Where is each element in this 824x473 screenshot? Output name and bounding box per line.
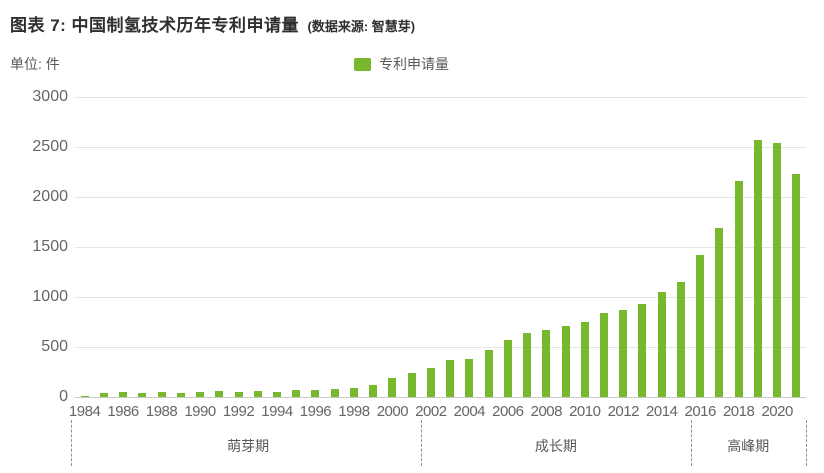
y-tick-label: 1500 [32, 238, 68, 255]
bar-2005 [484, 350, 493, 397]
phase-separator-line [690, 420, 692, 466]
bar-1984 [80, 396, 89, 397]
phase-label: 高峰期 [727, 438, 770, 454]
bar-1992 [234, 392, 243, 397]
bar-2011 [600, 312, 608, 397]
bar-1998 [349, 387, 358, 397]
bar-2007 [523, 333, 532, 397]
bar-2017 [715, 227, 724, 397]
phase-separator-line [71, 420, 72, 466]
bar-1987 [138, 393, 147, 397]
legend-swatch-icon [354, 57, 371, 71]
phase-label: 成长期 [534, 438, 577, 454]
x-tick-label: 1994 [261, 403, 293, 420]
bar-2003 [446, 360, 455, 397]
bar-2010 [580, 321, 589, 397]
y-tick-label: 2500 [32, 138, 68, 155]
bar-2013 [638, 304, 647, 397]
bar-2019 [753, 139, 762, 397]
bar-2004 [465, 358, 474, 397]
x-tick-label: 1992 [222, 403, 255, 420]
x-tick-label: 2008 [530, 403, 563, 420]
data-source-note: (数据来源: 智慧芽) [307, 19, 416, 34]
x-tick-label: 1990 [184, 403, 216, 420]
bar-1996 [311, 389, 320, 397]
x-tick-label: 2004 [453, 403, 486, 420]
x-tick-label: 2006 [492, 403, 524, 420]
gridline [75, 97, 806, 98]
bar-1995 [292, 390, 301, 397]
x-tick-label: 2014 [646, 403, 678, 420]
x-tick-label: 2010 [569, 403, 601, 420]
phase-separator-line [806, 420, 807, 466]
bar-2008 [542, 330, 551, 397]
x-tick-label: 2012 [607, 403, 640, 420]
gridline [75, 247, 806, 248]
bar-1991 [215, 391, 224, 397]
bar-2016 [696, 255, 705, 397]
y-axis-unit-label: 单位: 件 [10, 56, 60, 72]
x-tick-label: 1996 [299, 403, 332, 420]
bar-1990 [196, 392, 205, 397]
bar-1993 [253, 390, 262, 397]
bar-2015 [676, 281, 685, 397]
bar-1989 [176, 393, 185, 397]
bar-1986 [119, 392, 128, 397]
bar-2012 [619, 310, 628, 397]
figure-title-row: 图表 7: 中国制氢技术历年专利申请量 (数据来源: 智慧芽) [10, 11, 415, 36]
bar-1999 [369, 385, 378, 397]
phase-separator-line [421, 420, 423, 466]
y-tick-label: 0 [59, 388, 68, 405]
x-tick-label: 2000 [376, 403, 409, 420]
gridline [75, 347, 806, 348]
bar-2002 [426, 368, 435, 397]
legend-label: 专利申请量 [379, 56, 449, 72]
x-tick-label: 2016 [684, 403, 717, 420]
bar-2000 [388, 377, 397, 397]
x-axis-baseline [75, 397, 806, 398]
bar-1997 [330, 389, 339, 397]
x-tick-label: 1998 [338, 403, 370, 420]
bar-2018 [734, 181, 743, 397]
chart-legend: 专利申请量 [354, 54, 449, 74]
phase-label: 萌芽期 [227, 438, 270, 454]
x-tick-label: 2002 [415, 403, 447, 420]
bar-2021 [792, 174, 801, 397]
y-tick-label: 2000 [32, 188, 68, 205]
bar-2006 [503, 339, 512, 397]
gridline [75, 297, 806, 298]
bar-2009 [561, 326, 570, 397]
bar-2001 [407, 373, 416, 397]
gridline [75, 197, 806, 198]
y-tick-label: 500 [41, 338, 68, 355]
figure-title: 图表 7: 中国制氢技术历年专利申请量 [10, 16, 300, 35]
x-tick-label: 1986 [107, 403, 139, 420]
bar-1985 [99, 392, 108, 397]
bar-1988 [157, 392, 166, 397]
y-tick-label: 1000 [32, 288, 68, 305]
bar-2014 [657, 292, 666, 397]
x-tick-label: 2018 [722, 403, 755, 420]
x-tick-label: 1984 [68, 403, 101, 420]
bar-2020 [773, 143, 782, 397]
gridline [75, 147, 806, 148]
x-tick-label: 2020 [761, 403, 793, 420]
bar-1994 [272, 392, 281, 397]
y-tick-label: 3000 [32, 88, 68, 105]
x-tick-label: 1988 [145, 403, 178, 420]
